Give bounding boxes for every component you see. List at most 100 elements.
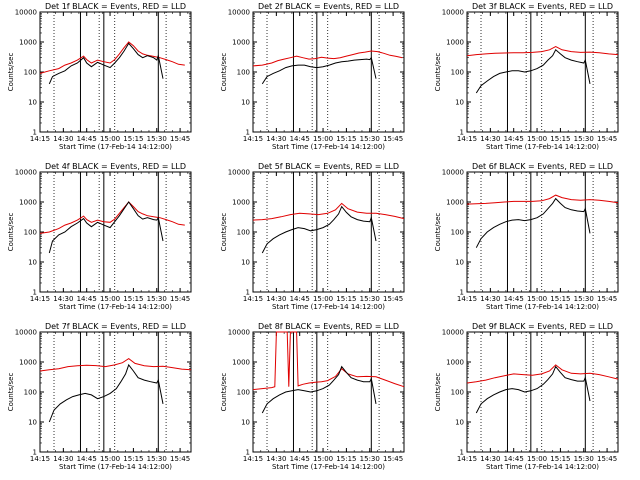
x-tick-label: 15:15 <box>123 295 143 303</box>
x-tick-label: 15:30 <box>147 295 167 303</box>
x-axis-label: Start Time (17-Feb-14 14:12:00) <box>486 143 599 151</box>
x-tick-label: 15:30 <box>360 135 380 143</box>
series-line-events <box>475 197 591 248</box>
x-tick-label: 14:45 <box>290 295 310 303</box>
chart-panel-8: Det 8f BLACK = Events, RED = LLD 1 10 100 10… <box>220 322 405 471</box>
series-line-events <box>48 201 164 254</box>
x-tick-label: 15:00 <box>100 135 120 143</box>
x-axis-label: Start Time (17-Feb-14 14:12:00) <box>272 143 385 151</box>
y-tick-label: 1 <box>460 289 464 297</box>
y-tick-label: 10 <box>241 419 250 427</box>
x-tick-label: 15:00 <box>527 455 547 463</box>
y-tick-label: 10 <box>455 259 464 267</box>
y-tick-label: 10000 <box>15 9 37 17</box>
x-tick-label: 14:15 <box>243 455 263 463</box>
y-tick-label: 10 <box>455 99 464 107</box>
chart-panel-2: Det 2f BLACK = Events, RED = LLD 1 10 100 10… <box>220 2 405 151</box>
plot-frame <box>466 171 619 293</box>
series-line-lld <box>39 41 185 74</box>
x-axis-label: Start Time (17-Feb-14 14:12:00) <box>272 463 385 471</box>
x-tick-label: 15:45 <box>170 455 190 463</box>
x-axis-label: Start Time (17-Feb-14 14:12:00) <box>486 303 599 311</box>
x-tick-label: 14:45 <box>290 135 310 143</box>
series-line-lld <box>466 46 619 57</box>
x-tick-label: 15:45 <box>597 455 617 463</box>
x-tick-label: 15:30 <box>147 455 167 463</box>
series-line-events <box>475 365 591 414</box>
y-axis-label: Counts/sec <box>220 213 228 252</box>
x-tick-label: 15:30 <box>574 295 594 303</box>
y-tick-label: 1000 <box>232 39 250 47</box>
chart-panel-4: Det 4f BLACK = Events, RED = LLD 1 10 100 10… <box>7 162 192 311</box>
y-tick-label: 1000 <box>232 359 250 367</box>
plot-frame <box>466 11 619 133</box>
chart-title: Det 3f BLACK = Events, RED = LLD <box>472 2 613 11</box>
x-tick-label: 15:15 <box>336 135 356 143</box>
x-tick-label: 14:30 <box>53 295 73 303</box>
x-tick-label: 14:15 <box>457 295 477 303</box>
x-tick-label: 14:15 <box>30 135 50 143</box>
y-tick-label: 1000 <box>446 359 464 367</box>
x-tick-label: 14:45 <box>77 455 97 463</box>
y-tick-label: 10000 <box>15 169 37 177</box>
x-axis-label: Start Time (17-Feb-14 14:12:00) <box>272 303 385 311</box>
chart-title: Det 1f BLACK = Events, RED = LLD <box>45 2 186 11</box>
y-axis-label: Counts/sec <box>220 53 228 92</box>
x-tick-label: 14:45 <box>504 455 524 463</box>
chart-panel-9: Det 9f BLACK = Events, RED = LLD 1 10 100 10… <box>434 322 619 471</box>
series-line-lld <box>252 331 405 391</box>
x-tick-label: 14:30 <box>480 135 500 143</box>
y-tick-label: 100 <box>451 389 464 397</box>
series-line-lld <box>466 194 619 205</box>
y-tick-label: 100 <box>451 69 464 77</box>
x-tick-label: 14:15 <box>457 135 477 143</box>
series-line-events <box>48 42 164 85</box>
x-tick-label: 15:15 <box>550 295 570 303</box>
x-tick-label: 15:15 <box>123 455 143 463</box>
y-tick-label: 1 <box>246 129 250 137</box>
x-tick-label: 14:15 <box>243 295 263 303</box>
x-tick-label: 14:30 <box>266 295 286 303</box>
x-tick-label: 15:45 <box>597 295 617 303</box>
series-line-lld <box>39 357 192 372</box>
x-tick-label: 15:45 <box>383 135 403 143</box>
chart-title: Det 4f BLACK = Events, RED = LLD <box>45 162 186 171</box>
x-tick-label: 15:00 <box>313 455 333 463</box>
y-tick-label: 1 <box>460 129 464 137</box>
y-tick-label: 10000 <box>442 9 464 17</box>
y-tick-label: 1000 <box>19 199 37 207</box>
y-tick-label: 1000 <box>446 199 464 207</box>
series-line-lld <box>252 50 403 67</box>
x-tick-label: 15:00 <box>313 135 333 143</box>
x-tick-label: 14:45 <box>504 295 524 303</box>
series-line-lld <box>466 364 619 384</box>
y-axis-label: Counts/sec <box>434 53 442 92</box>
y-tick-label: 1 <box>246 289 250 297</box>
x-tick-label: 15:15 <box>550 135 570 143</box>
chart-panel-3: Det 3f BLACK = Events, RED = LLD 1 10 100 10… <box>434 2 619 151</box>
chart-panel-7: Det 7f BLACK = Events, RED = LLD 1 10 100 10… <box>7 322 192 471</box>
y-tick-label: 10 <box>28 419 37 427</box>
y-tick-label: 10 <box>241 259 250 267</box>
plot-frame <box>39 171 192 293</box>
y-tick-label: 100 <box>451 229 464 237</box>
y-tick-label: 1 <box>33 129 37 137</box>
series-line-lld <box>252 202 405 221</box>
chart-panel-1: Det 1f BLACK = Events, RED = LLD 1 10 100 10… <box>7 2 192 151</box>
y-tick-label: 10 <box>455 419 464 427</box>
x-tick-label: 15:45 <box>170 295 190 303</box>
chart-panel-5: Det 5f BLACK = Events, RED = LLD 1 10 100 10… <box>220 162 405 311</box>
chart-title: Det 6f BLACK = Events, RED = LLD <box>472 162 613 171</box>
series-line-events <box>261 205 377 254</box>
y-axis-label: Counts/sec <box>7 53 15 92</box>
x-tick-label: 14:45 <box>504 135 524 143</box>
y-tick-label: 1 <box>33 449 37 457</box>
x-tick-label: 14:15 <box>243 135 263 143</box>
x-tick-label: 15:00 <box>527 135 547 143</box>
y-tick-label: 10000 <box>442 329 464 337</box>
x-tick-label: 14:30 <box>480 455 500 463</box>
x-tick-label: 14:45 <box>77 135 97 143</box>
x-tick-label: 14:45 <box>290 455 310 463</box>
x-tick-label: 15:45 <box>170 135 190 143</box>
